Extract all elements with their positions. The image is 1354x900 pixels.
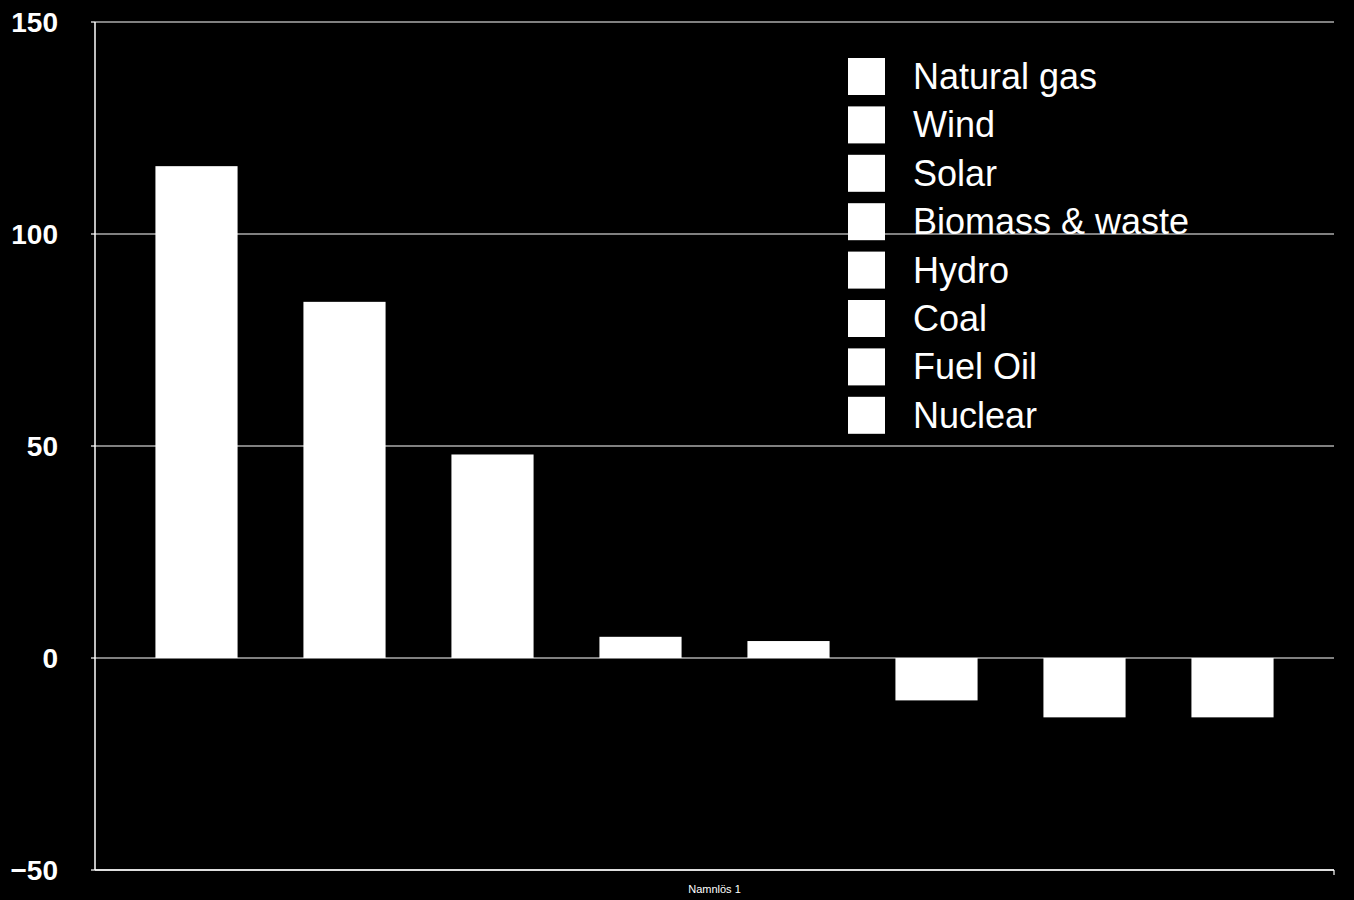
bar bbox=[1043, 658, 1125, 717]
legend-swatch bbox=[848, 58, 885, 95]
tick-label: −50 bbox=[11, 855, 59, 886]
legend-swatch bbox=[848, 106, 885, 143]
bar bbox=[303, 302, 385, 658]
legend-swatch bbox=[848, 348, 885, 385]
tick-label: 150 bbox=[11, 7, 58, 38]
bar bbox=[155, 166, 237, 658]
tick-label: 50 bbox=[27, 431, 58, 462]
x-tick bbox=[1333, 870, 1334, 875]
legend-swatch bbox=[848, 397, 885, 434]
bars bbox=[155, 166, 1273, 717]
chart: −50 0 50 100 150 Namnlös 1 Natural gas Wind Sola… bbox=[0, 0, 1354, 900]
legend-label: Coal bbox=[913, 298, 987, 339]
legend-label: Solar bbox=[913, 153, 997, 194]
legend-swatch bbox=[848, 203, 885, 240]
tick-label: 0 bbox=[42, 643, 58, 674]
category-label: Namnlös 1 bbox=[688, 883, 741, 895]
legend-label: Fuel Oil bbox=[913, 346, 1037, 387]
bar bbox=[747, 641, 829, 658]
bar bbox=[895, 658, 977, 700]
x-axis bbox=[95, 869, 1334, 871]
legend-swatch bbox=[848, 252, 885, 289]
grid-line bbox=[95, 445, 1334, 446]
legend-label: Wind bbox=[913, 104, 995, 145]
legend-swatch bbox=[848, 155, 885, 192]
legend-label: Biomass & waste bbox=[913, 201, 1189, 242]
bar bbox=[451, 454, 533, 658]
background bbox=[0, 0, 1354, 900]
legend-label: Nuclear bbox=[913, 395, 1037, 436]
page: {"chart_data": {"type": "bar", "categori… bbox=[0, 0, 1354, 900]
grid-line bbox=[95, 21, 1334, 22]
tick-label: 100 bbox=[11, 219, 58, 250]
bar bbox=[599, 637, 681, 658]
grid-line bbox=[95, 657, 1334, 658]
bar bbox=[1191, 658, 1273, 717]
legend-swatch bbox=[848, 300, 885, 337]
y-axis bbox=[94, 22, 96, 870]
grid-line bbox=[95, 869, 1334, 870]
legend-label: Natural gas bbox=[913, 56, 1097, 97]
legend: Natural gas Wind Solar Biomass & waste Hydro… bbox=[848, 56, 1189, 436]
legend-label: Hydro bbox=[913, 250, 1009, 291]
